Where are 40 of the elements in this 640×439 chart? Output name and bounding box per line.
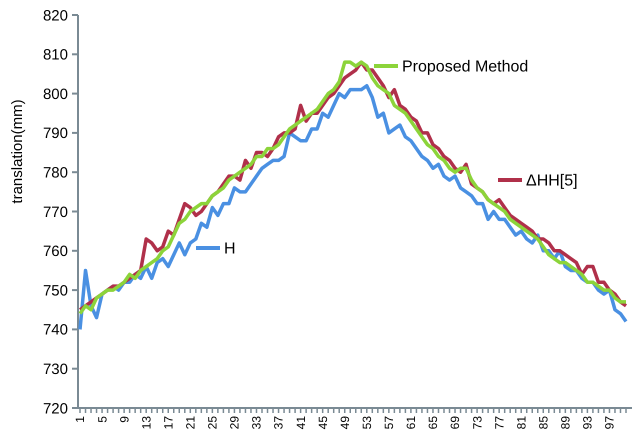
x-tick-label: 17 [161, 416, 176, 430]
x-tick-label: 77 [492, 416, 506, 430]
y-tick-label: 740 [42, 322, 68, 339]
x-tick-label: 97 [602, 416, 617, 430]
y-tick-label: 790 [42, 125, 68, 142]
y-tick-label: 800 [42, 86, 68, 103]
x-tick-label: 81 [514, 416, 528, 430]
x-tick-label: 13 [139, 416, 154, 430]
x-tick-label: 73 [470, 416, 484, 430]
x-tick-label: 93 [580, 416, 595, 430]
x-tick-label: 9 [117, 416, 132, 423]
x-tick-label: 61 [404, 416, 418, 430]
y-tick-label: 750 [42, 282, 68, 300]
x-tick-label: 89 [558, 416, 573, 430]
y-tick-label: 780 [42, 164, 68, 182]
x-tick-label: 69 [448, 416, 462, 430]
x-tick-label: 25 [206, 416, 220, 430]
x-tick-label: 29 [228, 416, 242, 430]
legend-label: H [224, 240, 236, 258]
y-tick-label: 730 [42, 360, 68, 378]
y-axis-title: translation(mm) [9, 99, 26, 204]
x-tick-label: 5 [95, 416, 110, 423]
y-tick-label: 810 [42, 46, 68, 64]
x-tick-label: 41 [294, 416, 308, 430]
x-tick-label: 37 [272, 416, 286, 430]
x-tick-label: 85 [536, 416, 550, 430]
y-tick-label: 720 [42, 400, 68, 418]
x-tick-label: 57 [382, 416, 396, 430]
x-tick-label: 45 [316, 416, 330, 430]
y-tick-label: 760 [42, 243, 68, 260]
x-tick-label: 49 [338, 416, 352, 430]
x-tick-label: 33 [250, 416, 264, 430]
y-tick-label: 820 [42, 7, 68, 24]
legend-label: ΔHH[5] [526, 172, 578, 190]
legend-label: Proposed Method [402, 58, 528, 76]
x-tick-label: 65 [426, 416, 440, 430]
x-tick-label: 53 [360, 416, 374, 430]
y-tick-label: 770 [42, 204, 68, 221]
x-tick-label: 1 [73, 416, 88, 423]
x-tick-label: 21 [184, 416, 198, 430]
